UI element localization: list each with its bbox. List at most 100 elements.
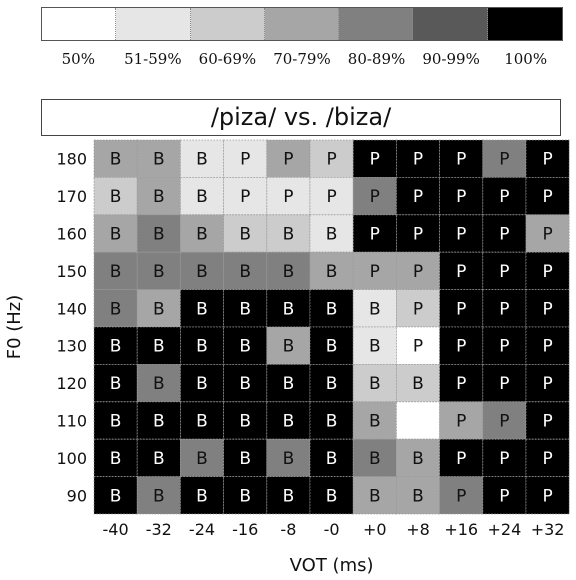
cell-label: P [542, 150, 552, 170]
legend-label-4: 80-89% [347, 50, 406, 68]
heatmap-cell [266, 139, 311, 178]
y-tick-label: 180 [56, 150, 87, 169]
heatmap-cell [93, 214, 138, 253]
cell-label: B [326, 337, 338, 357]
heatmap-cell [309, 251, 354, 290]
cell-label: P [456, 337, 466, 357]
cell-label: B [153, 225, 165, 245]
cell-label: B [283, 337, 295, 357]
heatmap-cell [525, 139, 570, 178]
cell-label: B [153, 374, 165, 394]
heatmap-cell [223, 438, 268, 478]
x-tick-label: +32 [531, 520, 565, 539]
y-tick-label: 110 [56, 412, 87, 431]
heatmap-cell [439, 289, 484, 328]
cell-label: B [153, 150, 165, 170]
cell-label: B [239, 412, 251, 432]
cell-label: B [369, 449, 381, 469]
heatmap-cell [136, 176, 181, 216]
heatmap-cell [136, 476, 181, 515]
cell-label: P [283, 150, 293, 170]
cell-label: B [326, 374, 338, 394]
chart-title: /piza/ vs. /biza/ [41, 99, 561, 136]
cell-label: B [153, 337, 165, 357]
legend-swatch-1 [116, 8, 191, 40]
cell-label: B [283, 374, 295, 394]
heatmap-cell [439, 251, 484, 290]
heatmap-cell [352, 363, 397, 403]
heatmap-cell [223, 289, 268, 328]
heatmap-cell [93, 401, 138, 440]
cell-label: B [110, 262, 122, 282]
cell-label: P [499, 262, 509, 282]
x-tick-label: +24 [488, 520, 522, 539]
heatmap-cell [482, 476, 527, 515]
heatmap-cell [482, 438, 527, 478]
legend-label-0: 50% [61, 50, 95, 68]
cell-label: P [456, 225, 466, 245]
heatmap-cell [93, 363, 138, 403]
cell-label: B [110, 150, 122, 170]
cell-label: P [456, 449, 466, 469]
heatmap-cell [482, 214, 527, 253]
y-tick-label: 170 [56, 187, 87, 206]
cell-label: P [240, 187, 250, 207]
heatmap-cell [223, 476, 268, 515]
cell-label: B [196, 412, 208, 432]
cell-label: P [542, 225, 552, 245]
y-tick-label: 100 [56, 449, 87, 468]
y-axis-label: F0 (Hz) [4, 295, 25, 360]
cell-label: B [326, 412, 338, 432]
cell-label: P [499, 150, 509, 170]
cell-label: P [499, 412, 509, 432]
cell-label: P [413, 299, 423, 319]
y-tick-label: 140 [56, 299, 87, 318]
x-tick-label: +16 [444, 520, 478, 539]
heatmap-cell [179, 401, 224, 440]
heatmap-cell [439, 438, 484, 478]
cell-label: P [370, 150, 380, 170]
heatmap-cell [309, 438, 354, 478]
heatmap-cell [352, 476, 397, 515]
cell-label: P [542, 337, 552, 357]
cell-label: B [196, 150, 208, 170]
legend-label-6: 100% [504, 50, 548, 68]
cell-label: P [542, 262, 552, 282]
cell-label: B [110, 374, 122, 394]
cell-label: B [369, 412, 381, 432]
heatmap-cell [439, 363, 484, 403]
cell-label: P [370, 225, 380, 245]
heatmap-cell [525, 289, 570, 328]
heatmap-cell [179, 326, 224, 365]
cell-label: B [326, 225, 338, 245]
cell-label: B [326, 449, 338, 469]
x-tick-label: -16 [232, 520, 258, 539]
heatmap-cell [136, 326, 181, 365]
heatmap-cell [395, 214, 440, 253]
legend-label-1: 51-59% [124, 50, 182, 68]
heatmap-cell [223, 326, 268, 365]
legend-swatch-6 [487, 8, 562, 40]
x-axis-label: VOT (ms) [290, 555, 374, 576]
cell-label: B [110, 337, 122, 357]
cell-label: B [196, 187, 208, 207]
heatmap-cell [482, 363, 527, 403]
cell-label: P [499, 187, 509, 207]
heatmap-cell [439, 214, 484, 253]
cell-label: B [412, 374, 424, 394]
cell-label: P [326, 150, 336, 170]
heatmap-cell [266, 251, 311, 290]
cell-label: P [456, 299, 466, 319]
cell-label: B [239, 299, 251, 319]
heatmap-cell [439, 401, 484, 440]
cell-label: B [239, 374, 251, 394]
legend: 50% 51-59% 60-69% 70-79% 80-89% 90-99% 100% [41, 7, 563, 68]
heatmap-cell [93, 176, 138, 216]
cell-label: B [326, 486, 338, 506]
heatmap-cell [136, 214, 181, 253]
legend-swatch-4 [339, 8, 414, 40]
heatmap-cell [525, 438, 570, 478]
cell-label: B [369, 486, 381, 506]
cell-label: P [499, 486, 509, 506]
cell-label: P [326, 187, 336, 207]
